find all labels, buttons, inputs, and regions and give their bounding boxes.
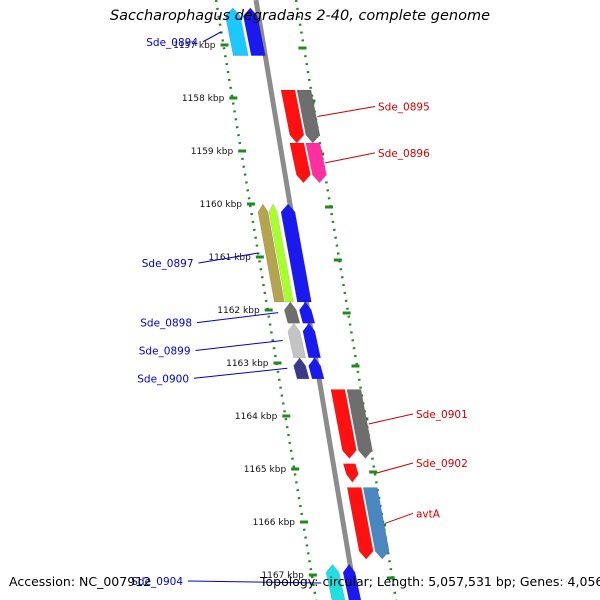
gene-label-sde-0901[interactable]: Sde_0901 [416, 409, 468, 421]
gene-label-sde-0895[interactable]: Sde_0895 [378, 102, 430, 114]
gene-group [224, 7, 390, 600]
accession-text: Accession: NC_007912 [9, 574, 152, 589]
tick-label: 1165 kbp [244, 465, 287, 475]
gene-leader-line [202, 31, 222, 43]
gene-leader-line [317, 106, 376, 118]
tick-label: 1163 kbp [226, 359, 269, 369]
gene-sde-0896-arrow[interactable] [289, 142, 311, 184]
topology-text: Topology: circular; Length: 5,057,531 bp… [260, 574, 600, 589]
gene-label-sde-0900[interactable]: Sde_0900 [137, 373, 189, 385]
tick-label: 1166 kbp [253, 518, 296, 528]
gene-leader-line [385, 512, 414, 524]
gene-leader-line [193, 367, 288, 379]
gene-sde-0904-arrow[interactable] [325, 563, 346, 600]
gene-sde-0896-track2[interactable] [305, 142, 327, 184]
gene-sde-0895-track2[interactable] [296, 89, 321, 144]
gene-leader-line [325, 152, 376, 164]
gene-sde-0898-arrow[interactable] [284, 301, 301, 324]
map-title: Saccharophagus degradans 2-40, complete … [109, 8, 491, 24]
gene-sde-0900-arrow[interactable] [293, 357, 310, 380]
gene-sde-0904-track2[interactable] [342, 563, 362, 600]
gene-sde-0895-arrow[interactable] [280, 89, 305, 144]
gene-label-sde-0897[interactable]: Sde_0897 [142, 258, 194, 270]
gene-label-sde-0902[interactable]: Sde_0902 [416, 458, 468, 470]
tick-label: 1167 kbp [261, 571, 304, 581]
tick-label: 1159 kbp [191, 147, 234, 157]
gene-leader-line [376, 462, 414, 474]
gene-leader-line [368, 413, 414, 425]
gene-avta-track2[interactable] [362, 487, 390, 560]
tick-label: 1160 kbp [200, 200, 243, 210]
gene-label-sde-0898[interactable]: Sde_0898 [140, 318, 192, 330]
gene-leader-line [196, 312, 279, 324]
gene-label-sde-0899[interactable]: Sde_0899 [139, 345, 191, 357]
gene-sde-0900-track2[interactable] [308, 357, 325, 380]
gene-sde-0894-arrow[interactable] [224, 7, 249, 56]
gene-sde-0902-arrow[interactable] [342, 463, 359, 483]
gene-sde-0897-arrow[interactable] [257, 203, 285, 303]
tick-label: 1158 kbp [182, 94, 225, 104]
gene-leader-line [187, 580, 322, 584]
outer-dotted-track-right [294, 0, 398, 600]
gene-leader-line [198, 252, 259, 264]
gene-sde-0894-track2[interactable] [242, 7, 266, 56]
gene-label-sde-0896[interactable]: Sde_0896 [378, 148, 430, 160]
gene-leader-line [195, 339, 283, 351]
tick-label: 1162 kbp [217, 306, 260, 316]
gene-sde-0899-arrow[interactable] [287, 322, 306, 359]
label-group: Sde_0894 Sde_0895 Sde_0896 Sde_0897 Sde_0898… [131, 31, 468, 588]
gene-sde-0901-arrow[interactable] [330, 389, 357, 459]
gene-avta-arrow[interactable] [346, 487, 374, 560]
gene-sde-0897-track3[interactable] [280, 203, 312, 303]
gene-sde-0898-track2[interactable] [299, 301, 316, 324]
gene-sde-0901-track2[interactable] [346, 389, 373, 459]
tick-label: 1164 kbp [235, 412, 278, 422]
gene-sde-0897-track2[interactable] [268, 203, 294, 303]
gene-label-sde-0904[interactable]: Sde_0904 [131, 576, 183, 588]
tick-label: 1157 kbp [173, 41, 216, 51]
outer-dotted-track [214, 0, 318, 600]
gene-label-avta[interactable]: avtA [416, 508, 441, 520]
gene-label-sde-0894[interactable]: Sde_0894 [146, 37, 198, 49]
gene-sde-0899-track2[interactable] [302, 322, 321, 359]
